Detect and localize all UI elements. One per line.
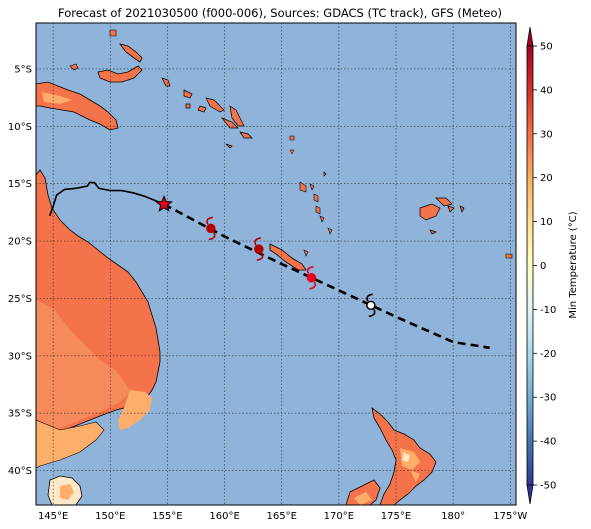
cyclone-symbol-icon: [366, 293, 376, 318]
latitude-tick-label: 30°S: [8, 351, 32, 362]
map-title: Forecast of 2021030500 (f000-006), Sourc…: [58, 6, 502, 20]
australia-landmass: [36, 169, 161, 505]
map-frame: [35, 22, 517, 506]
colorbar-bottom-arrow: [526, 484, 534, 505]
cyclone-symbol-icon: [306, 265, 317, 290]
gridlines: [36, 23, 516, 505]
new-zealand-landmass: [345, 407, 437, 505]
new-caledonia: [269, 243, 309, 271]
colorbar-tick-label: 50: [540, 42, 553, 53]
colorbar-tick-label: -30: [540, 393, 556, 404]
latitude-tick-label: 5°S: [14, 64, 32, 75]
longitude-tick-label: 150°E: [95, 511, 125, 522]
colorbar-tick-label: -40: [540, 437, 556, 448]
longitude-tick-label: 155°E: [152, 511, 182, 522]
latitude-tick-label: 15°S: [8, 179, 32, 190]
cyclone-symbol-icon: [254, 237, 264, 261]
longitude-tick-label: 180°: [441, 511, 465, 522]
bismarck-islands: [97, 29, 143, 83]
longitude-tick-label: 170°E: [324, 511, 354, 522]
colorbar-tick-label: 0: [540, 261, 546, 272]
solomon-islands: [161, 77, 253, 149]
latitude-tick-label: 10°S: [8, 122, 32, 133]
longitude-tick-label: 175°W: [493, 511, 527, 522]
colorbar-top-arrow: [526, 26, 534, 47]
latitude-tick-label: 40°S: [8, 466, 32, 477]
colorbar-tick-label: -50: [540, 481, 556, 492]
colorbar-tick-label: 10: [540, 217, 553, 228]
colorbar-tick-label: 40: [540, 85, 553, 96]
small-island: [289, 149, 295, 155]
longitude-labels: 145°E 150°E 155°E 160°E 165°E 170°E 175°E 180° 1…: [38, 511, 527, 522]
small-island: [505, 253, 513, 259]
latitude-tick-label: 20°S: [8, 237, 32, 248]
fiji-islands: [419, 197, 465, 235]
latitude-tick-label: 25°S: [8, 294, 32, 305]
colorbar-tick-label: -20: [540, 349, 556, 360]
colorbar-tick-label: 20: [540, 173, 553, 184]
longitude-tick-label: 160°E: [209, 511, 239, 522]
past-track-line: [48, 181, 165, 217]
colorbar-body: [526, 45, 534, 486]
colorbar-tick-label: 30: [540, 129, 553, 140]
vanuatu-islands: [289, 135, 333, 235]
current-position-star-icon: [155, 194, 173, 212]
longitude-tick-label: 175°E: [381, 511, 411, 522]
colorbar-label: Min Temperature (°C): [568, 211, 579, 318]
colorbar-tick-label: -10: [540, 305, 556, 316]
longitude-tick-label: 145°E: [38, 511, 68, 522]
forecast-track-line: [163, 203, 490, 350]
new-guinea-landmass: [36, 63, 119, 131]
colorbar: 50 40 30 20 10 0 -10 -20 -30 -40 -50 Min Temperatu…: [526, 26, 579, 505]
latitude-labels: 5°S 10°S 15°S 20°S 25°S 30°S 35°S 40°S: [8, 64, 32, 477]
latitude-tick-label: 35°S: [8, 409, 32, 420]
longitude-tick-label: 165°E: [267, 511, 297, 522]
cyclone-symbol-icon: [206, 216, 216, 241]
cyclone-markers: [206, 216, 376, 318]
